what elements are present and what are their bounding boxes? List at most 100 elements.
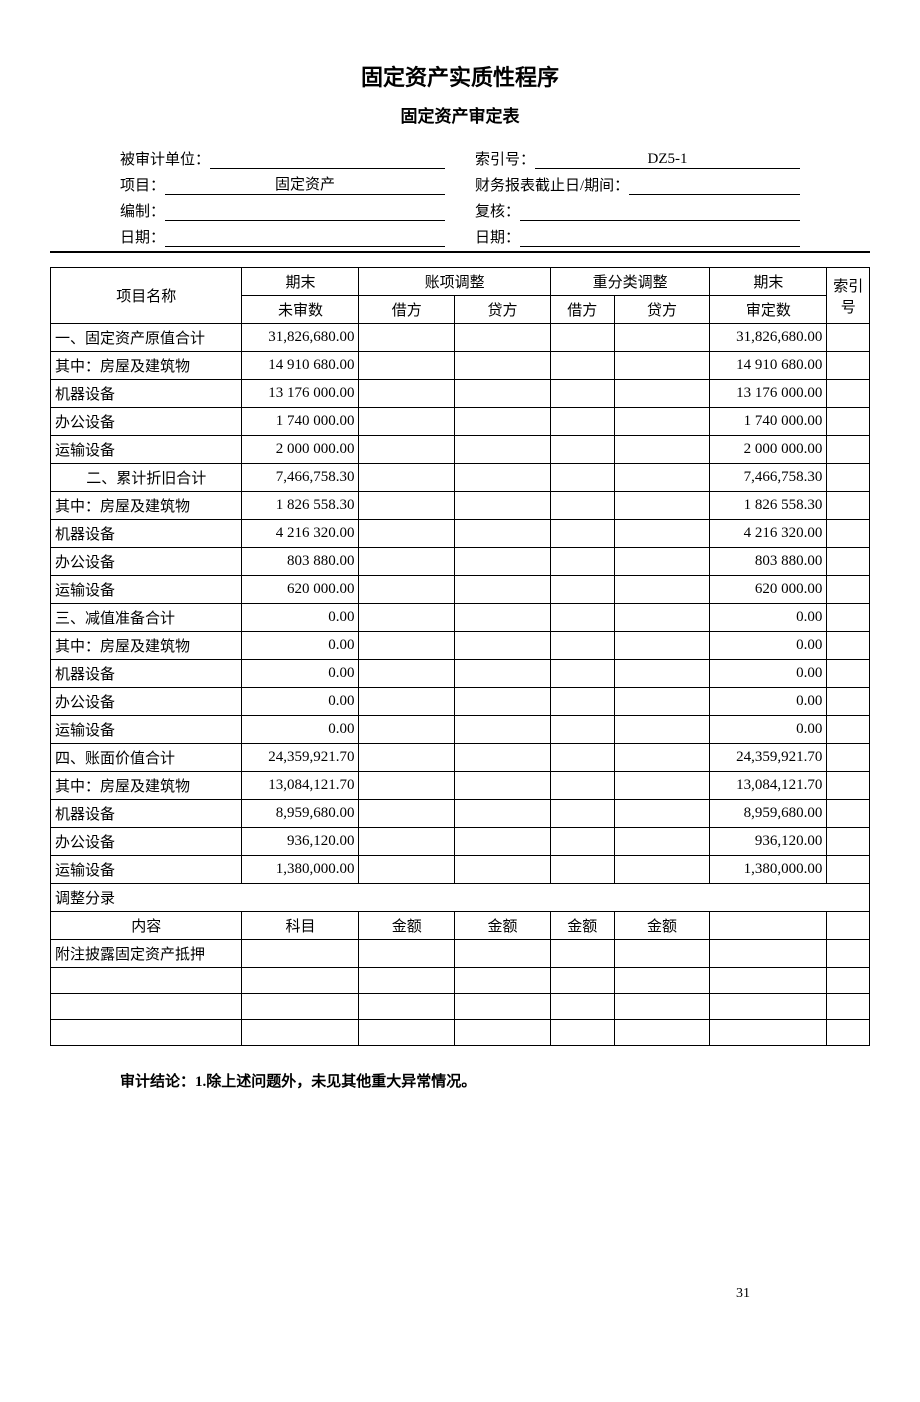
- cell-adj: [359, 772, 455, 800]
- cell-audited: 0.00: [710, 688, 827, 716]
- adj-cell: [614, 1020, 710, 1046]
- cell-adj: [550, 828, 614, 856]
- adj-cell-content: [51, 968, 242, 994]
- cell-name: 其中：房屋及建筑物: [51, 772, 242, 800]
- cell-unaudited: 0.00: [242, 660, 359, 688]
- cell-adj: [359, 576, 455, 604]
- table-row: 机器设备13 176 000.0013 176 000.00: [51, 380, 870, 408]
- table-row: 运输设备1,380,000.001,380,000.00: [51, 856, 870, 884]
- prepared-value: [165, 203, 445, 221]
- cell-unaudited: 31,826,680.00: [242, 324, 359, 352]
- page-subtitle: 固定资产审定表: [50, 102, 870, 127]
- cell-adj: [455, 856, 551, 884]
- cell-adj: [455, 744, 551, 772]
- cell-name: 运输设备: [51, 436, 242, 464]
- cell-index: [827, 464, 870, 492]
- cell-adj: [359, 352, 455, 380]
- th-adj: 账项调整: [359, 268, 550, 296]
- cell-name: 一、固定资产原值合计: [51, 324, 242, 352]
- cell-adj: [359, 324, 455, 352]
- cell-adj: [359, 632, 455, 660]
- cell-index: [827, 632, 870, 660]
- cell-adj: [614, 436, 710, 464]
- period-label: 财务报表截止日/期间：: [475, 174, 629, 195]
- adj-cell: [359, 1020, 455, 1046]
- info-right-column: 索引号： DZ5-1 财务报表截止日/期间： 复核： 日期：: [475, 145, 800, 249]
- cell-adj: [550, 688, 614, 716]
- cell-adj: [550, 632, 614, 660]
- cell-adj: [359, 660, 455, 688]
- cell-name: 机器设备: [51, 380, 242, 408]
- cell-adj: [455, 576, 551, 604]
- table-row: 机器设备0.000.00: [51, 660, 870, 688]
- cell-adj: [359, 800, 455, 828]
- cell-adj: [614, 380, 710, 408]
- cell-adj: [614, 688, 710, 716]
- cell-unaudited: 13 176 000.00: [242, 380, 359, 408]
- th-debit2: 借方: [550, 296, 614, 324]
- info-left-column: 被审计单位： 项目： 固定资产 编制： 日期：: [120, 145, 445, 249]
- cell-name: 其中：房屋及建筑物: [51, 632, 242, 660]
- cell-unaudited: 14 910 680.00: [242, 352, 359, 380]
- th-unaudited1: 期末: [242, 268, 359, 296]
- cell-index: [827, 744, 870, 772]
- cell-unaudited: 1 826 558.30: [242, 492, 359, 520]
- cell-index: [827, 324, 870, 352]
- date-left-value: [165, 229, 445, 247]
- adj-cell: [242, 968, 359, 994]
- cell-index: [827, 380, 870, 408]
- cell-adj: [550, 800, 614, 828]
- cell-index: [827, 856, 870, 884]
- adj-cell: [614, 994, 710, 1020]
- cell-adj: [550, 324, 614, 352]
- index-label: 索引号：: [475, 148, 535, 169]
- cell-adj: [550, 520, 614, 548]
- adj-th-amount1: 金额: [359, 912, 455, 940]
- cell-adj: [550, 856, 614, 884]
- cell-adj: [550, 380, 614, 408]
- table-row: 办公设备0.000.00: [51, 688, 870, 716]
- th-credit1: 贷方: [455, 296, 551, 324]
- cell-unaudited: 4 216 320.00: [242, 520, 359, 548]
- th-reclass: 重分类调整: [550, 268, 710, 296]
- cell-index: [827, 772, 870, 800]
- cell-adj: [359, 436, 455, 464]
- adj-section-label: 调整分录: [51, 884, 870, 912]
- cell-adj: [455, 380, 551, 408]
- cell-adj: [455, 632, 551, 660]
- cell-unaudited: 803 880.00: [242, 548, 359, 576]
- cell-name: 机器设备: [51, 520, 242, 548]
- cell-unaudited: 936,120.00: [242, 828, 359, 856]
- info-block: 被审计单位： 项目： 固定资产 编制： 日期： 索引号： DZ5-1 财务报表截…: [50, 145, 870, 253]
- adj-cell: [455, 1020, 551, 1046]
- cell-adj: [550, 772, 614, 800]
- cell-index: [827, 548, 870, 576]
- th-name: 项目名称: [51, 268, 242, 324]
- cell-adj: [455, 688, 551, 716]
- cell-unaudited: 13,084,121.70: [242, 772, 359, 800]
- cell-audited: 936,120.00: [710, 828, 827, 856]
- adj-th-amount3: 金额: [550, 912, 614, 940]
- adj-cell-content: 附注披露固定资产抵押: [51, 940, 242, 968]
- th-index: 索引号: [827, 268, 870, 324]
- cell-name: 运输设备: [51, 576, 242, 604]
- page-title: 固定资产实质性程序: [50, 60, 870, 92]
- conclusion-label: 审计结论：1.: [120, 1074, 206, 1090]
- cell-adj: [455, 324, 551, 352]
- table-row: 三、减值准备合计0.000.00: [51, 604, 870, 632]
- adj-cell-content: [51, 994, 242, 1020]
- cell-name: 机器设备: [51, 800, 242, 828]
- project-value: 固定资产: [165, 173, 445, 195]
- adj-cell: [827, 1020, 870, 1046]
- cell-adj: [614, 772, 710, 800]
- cell-name: 办公设备: [51, 688, 242, 716]
- cell-audited: 31,826,680.00: [710, 324, 827, 352]
- th-audited2: 审定数: [710, 296, 827, 324]
- cell-adj: [359, 380, 455, 408]
- cell-adj: [455, 520, 551, 548]
- cell-adj: [614, 548, 710, 576]
- cell-adj: [455, 828, 551, 856]
- cell-name: 办公设备: [51, 548, 242, 576]
- cell-name: 三、减值准备合计: [51, 604, 242, 632]
- table-row: 其中：房屋及建筑物0.000.00: [51, 632, 870, 660]
